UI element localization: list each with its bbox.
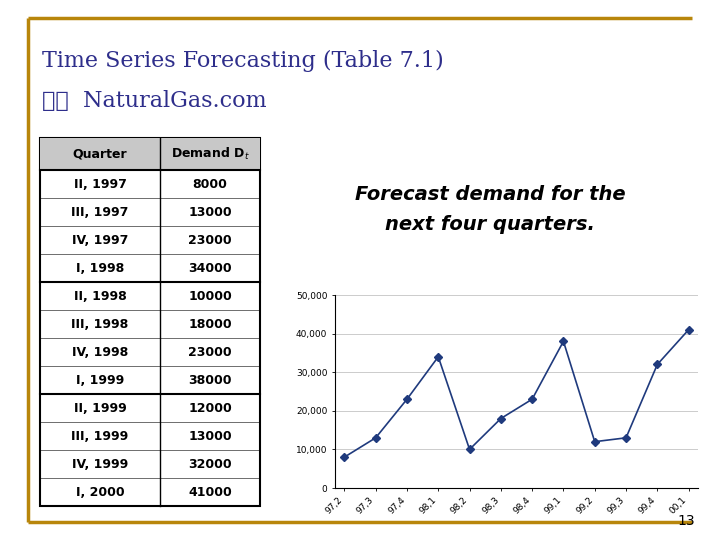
Text: 38000: 38000 — [188, 374, 232, 387]
Text: I, 2000: I, 2000 — [76, 485, 125, 498]
Text: I, 1998: I, 1998 — [76, 261, 124, 274]
Text: 13: 13 — [678, 514, 695, 528]
Text: IV, 1997: IV, 1997 — [72, 233, 128, 246]
Text: 23000: 23000 — [188, 233, 232, 246]
Text: II, 1999: II, 1999 — [73, 402, 127, 415]
Text: III, 1999: III, 1999 — [71, 429, 129, 442]
Text: 32000: 32000 — [188, 457, 232, 470]
Text: IV, 1999: IV, 1999 — [72, 457, 128, 470]
Text: II, 1998: II, 1998 — [73, 289, 127, 302]
Text: 34000: 34000 — [188, 261, 232, 274]
Text: Demand D$_t$: Demand D$_t$ — [171, 146, 249, 162]
Text: IV, 1998: IV, 1998 — [72, 346, 128, 359]
Text: II, 1997: II, 1997 — [73, 178, 127, 191]
Bar — [40, 138, 260, 506]
Text: 8000: 8000 — [192, 178, 228, 191]
Text: Quarter: Quarter — [73, 147, 127, 160]
Text: 例：  NaturalGas.com: 例： NaturalGas.com — [42, 90, 266, 112]
Text: 13000: 13000 — [188, 429, 232, 442]
Text: III, 1997: III, 1997 — [71, 206, 129, 219]
Bar — [40, 138, 260, 170]
Text: 13000: 13000 — [188, 206, 232, 219]
Text: Forecast demand for the: Forecast demand for the — [355, 185, 625, 204]
Text: I, 1999: I, 1999 — [76, 374, 124, 387]
Text: 10000: 10000 — [188, 289, 232, 302]
Text: 23000: 23000 — [188, 346, 232, 359]
Text: Time Series Forecasting (Table 7.1): Time Series Forecasting (Table 7.1) — [42, 50, 444, 72]
Text: 12000: 12000 — [188, 402, 232, 415]
Text: next four quarters.: next four quarters. — [385, 215, 595, 234]
Text: 18000: 18000 — [188, 318, 232, 330]
Text: III, 1998: III, 1998 — [71, 318, 129, 330]
Text: 41000: 41000 — [188, 485, 232, 498]
